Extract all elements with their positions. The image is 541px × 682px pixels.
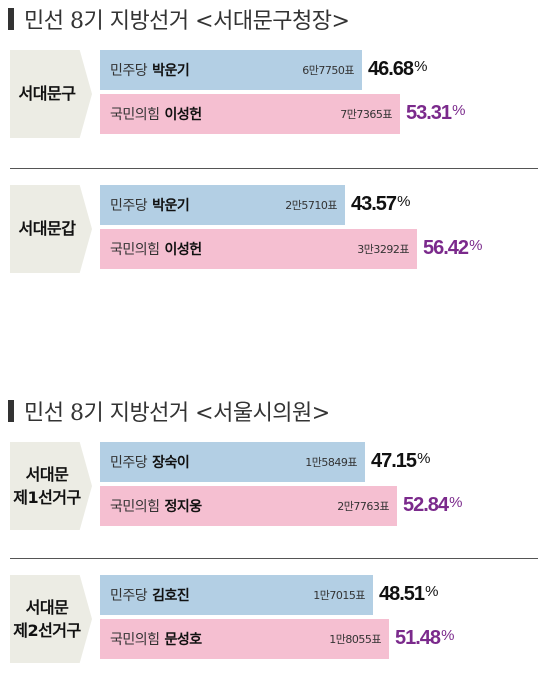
candidate-name: 김호진 xyxy=(152,588,190,604)
vote-percentage: 51.48% xyxy=(395,627,454,650)
vote-percentage: 53.31% xyxy=(406,102,465,125)
section-divider xyxy=(10,168,538,169)
percent-sign: % xyxy=(425,583,438,600)
percentage-value: 56.42 xyxy=(423,237,469,259)
percentage-value: 48.51 xyxy=(379,583,425,605)
vote-count: 3만3292표 xyxy=(357,243,409,256)
party-name: 민주당 xyxy=(110,63,148,79)
vote-bar-ppp: 국민의힘 문성호 1만8055표 xyxy=(100,619,389,659)
vote-count: 1만7015표 xyxy=(313,589,365,602)
percent-sign: % xyxy=(441,627,454,644)
vote-bar-democratic: 민주당 박운기 2만5710표 xyxy=(100,185,345,225)
percentage-value: 53.31 xyxy=(406,102,452,124)
candidate-name: 장숙이 xyxy=(152,455,190,471)
percent-sign: % xyxy=(397,193,410,210)
vote-bar-ppp: 국민의힘 이성헌 3만3292표 xyxy=(100,229,417,269)
percentage-value: 47.15 xyxy=(371,450,417,472)
percentage-value: 52.84 xyxy=(403,494,449,516)
percentage-value: 46.68 xyxy=(368,58,414,80)
percent-sign: % xyxy=(414,58,427,75)
district-label: 서대문구 xyxy=(10,50,92,138)
candidate-name: 이성헌 xyxy=(164,107,203,123)
vote-bar-ppp: 국민의힘 정지웅 2만7763표 xyxy=(100,486,397,526)
party-name: 민주당 xyxy=(110,455,148,471)
section-title: 민선 8기 지방선거 <서울시의원> xyxy=(8,396,330,426)
vote-bar-democratic: 민주당 장숙이 1만5849표 xyxy=(100,442,365,482)
district-label: 서대문 제1선거구 xyxy=(10,442,92,530)
percentage-value: 51.48 xyxy=(395,627,441,649)
district-label: 서대문갑 xyxy=(10,185,92,273)
vote-percentage: 56.42% xyxy=(423,237,482,260)
district-group: 서대문구 민주당 박운기 6만7750표 46.68% 국민의힘 이성헌 7만7365표 53.… xyxy=(10,50,538,140)
vote-count: 7만7365표 xyxy=(340,108,392,121)
vote-percentage: 48.51% xyxy=(379,583,438,606)
vote-bar-democratic: 민주당 박운기 6만7750표 xyxy=(100,50,362,90)
title-marker xyxy=(8,400,14,422)
district-group: 서대문 제2선거구 민주당 김호진 1만7015표 48.51% 국민의힘 문성호 1만805… xyxy=(10,575,538,665)
vote-count: 2만7763표 xyxy=(337,500,389,513)
party-name: 민주당 xyxy=(110,588,148,604)
section-divider xyxy=(10,558,538,559)
district-group: 서대문갑 민주당 박운기 2만5710표 43.57% 국민의힘 이성헌 3만3292표 56.… xyxy=(10,185,538,275)
percentage-value: 43.57 xyxy=(351,193,397,215)
vote-count: 2만5710표 xyxy=(285,199,337,212)
party-name: 국민의힘 xyxy=(110,632,160,648)
district-label: 서대문 제2선거구 xyxy=(10,575,92,663)
vote-count: 1만5849표 xyxy=(305,456,357,469)
candidate-name: 정지웅 xyxy=(164,499,203,515)
percent-sign: % xyxy=(469,237,482,254)
section-title-text: 민선 8기 지방선거 <서울시의원> xyxy=(24,401,330,426)
vote-percentage: 46.68% xyxy=(368,58,427,81)
title-marker xyxy=(8,8,14,30)
candidate-name: 문성호 xyxy=(164,632,203,648)
section-title: 민선 8기 지방선거 <서대문구청장> xyxy=(8,4,350,34)
percent-sign: % xyxy=(417,450,430,467)
vote-bar-democratic: 민주당 김호진 1만7015표 xyxy=(100,575,373,615)
vote-percentage: 47.15% xyxy=(371,450,430,473)
percent-sign: % xyxy=(452,102,465,119)
percent-sign: % xyxy=(449,494,462,511)
party-name: 국민의힘 xyxy=(110,107,160,123)
party-name: 국민의힘 xyxy=(110,242,160,258)
vote-percentage: 43.57% xyxy=(351,193,410,216)
candidate-name: 박운기 xyxy=(152,63,190,79)
party-name: 국민의힘 xyxy=(110,499,160,515)
vote-count: 1만8055표 xyxy=(329,633,381,646)
vote-count: 6만7750표 xyxy=(302,64,354,77)
candidate-name: 박운기 xyxy=(152,198,190,214)
vote-percentage: 52.84% xyxy=(403,494,462,517)
vote-bar-ppp: 국민의힘 이성헌 7만7365표 xyxy=(100,94,400,134)
candidate-name: 이성헌 xyxy=(164,242,203,258)
section-title-text: 민선 8기 지방선거 <서대문구청장> xyxy=(24,9,350,34)
district-group: 서대문 제1선거구 민주당 장숙이 1만5849표 47.15% 국민의힘 정지웅 2만776… xyxy=(10,442,538,532)
party-name: 민주당 xyxy=(110,198,148,214)
